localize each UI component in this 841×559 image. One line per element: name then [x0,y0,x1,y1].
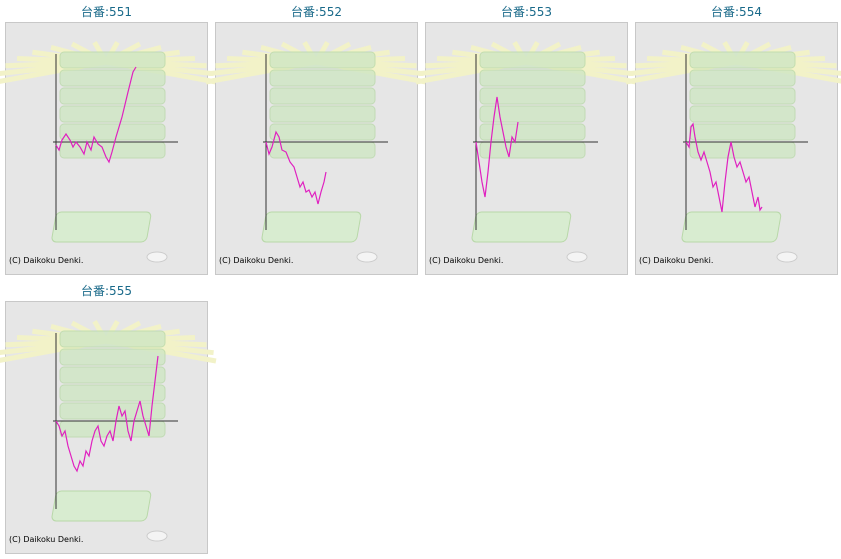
decor-box [59,330,166,348]
decor-box [479,87,586,105]
data-line [685,122,763,213]
decor-box [59,69,166,87]
decor-box [59,123,166,141]
decor-coin [146,251,168,263]
decor-box [479,123,586,141]
credit: (C) Daikoku Denki. [219,256,293,265]
decor-tray [51,211,152,243]
decor-box [269,141,376,159]
decor-coin [356,251,378,263]
panel-title: 台番:552 [291,4,342,19]
decor-tray [51,490,152,522]
decor-box [59,105,166,123]
decor-box [479,51,586,69]
decor-coin [146,530,168,542]
credit: (C) Daikoku Denki. [639,256,713,265]
decor-box [479,141,586,159]
decor-box [689,69,796,87]
decor-box [689,123,796,141]
data-line [475,96,519,198]
decor-box [269,123,376,141]
credit: (C) Daikoku Denki. [9,535,83,544]
decor-box [59,51,166,69]
data-line [55,355,159,473]
decor-tray [681,211,782,243]
data-line [55,66,137,164]
credit: (C) Daikoku Denki. [429,256,503,265]
decor-box [59,366,166,384]
decor-coin [566,251,588,263]
decor-box [269,51,376,69]
decor-box [269,105,376,123]
decor-box [479,105,586,123]
graph-panel: (C) Daikoku Denki. [415,22,637,275]
panel-title: 台番:555 [81,283,132,298]
decor-tray [261,211,362,243]
decor-coin [776,251,798,263]
decor-box [689,105,796,123]
decor-box [59,402,166,420]
decor-box [479,69,586,87]
panel-title: 台番:553 [501,4,552,19]
decor-box [269,69,376,87]
decor-box [689,141,796,159]
decor-box [59,384,166,402]
decor-box [689,51,796,69]
graph-panel: (C) Daikoku Denki. [625,22,841,275]
decor-box [269,87,376,105]
decor-box [59,87,166,105]
graph-panel: (C) Daikoku Denki. [0,22,217,275]
decor-box [59,348,166,366]
credit: (C) Daikoku Denki. [9,256,83,265]
panel-title: 台番:551 [81,4,132,19]
graph-panel: (C) Daikoku Denki. [0,301,217,554]
data-line [265,130,327,205]
decor-box [689,87,796,105]
decor-tray [471,211,572,243]
graph-panel: (C) Daikoku Denki. [205,22,427,275]
panel-title: 台番:554 [711,4,762,19]
